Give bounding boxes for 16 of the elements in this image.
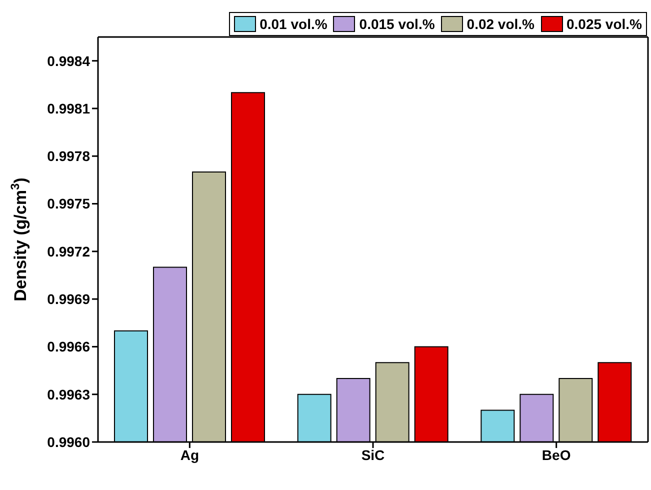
legend-label: 0.015 vol.%: [359, 15, 435, 33]
x-tick-label: Ag: [180, 446, 200, 463]
x-tick-label: SiC: [361, 446, 385, 463]
y-tick-label: 0.9963: [47, 386, 90, 402]
x-tick-label: BeO: [542, 446, 571, 463]
y-tick-label: 0.9966: [47, 338, 90, 355]
legend-label: 0.025 vol.%: [566, 15, 642, 33]
y-tick-label: 0.9981: [47, 100, 90, 116]
legend-label: 0.02 vol.%: [466, 15, 534, 33]
y-tick-label: 0.9975: [47, 196, 90, 212]
y-tick-label: 0.9960: [47, 434, 90, 450]
y-tick-label: 0.9972: [47, 243, 90, 260]
y-tick-label: 0.9969: [47, 291, 90, 308]
y-tick-label: 0.9978: [47, 148, 90, 164]
y-tick-label: 0.9984: [47, 52, 90, 69]
legend-label: 0.01 vol.%: [260, 15, 328, 33]
